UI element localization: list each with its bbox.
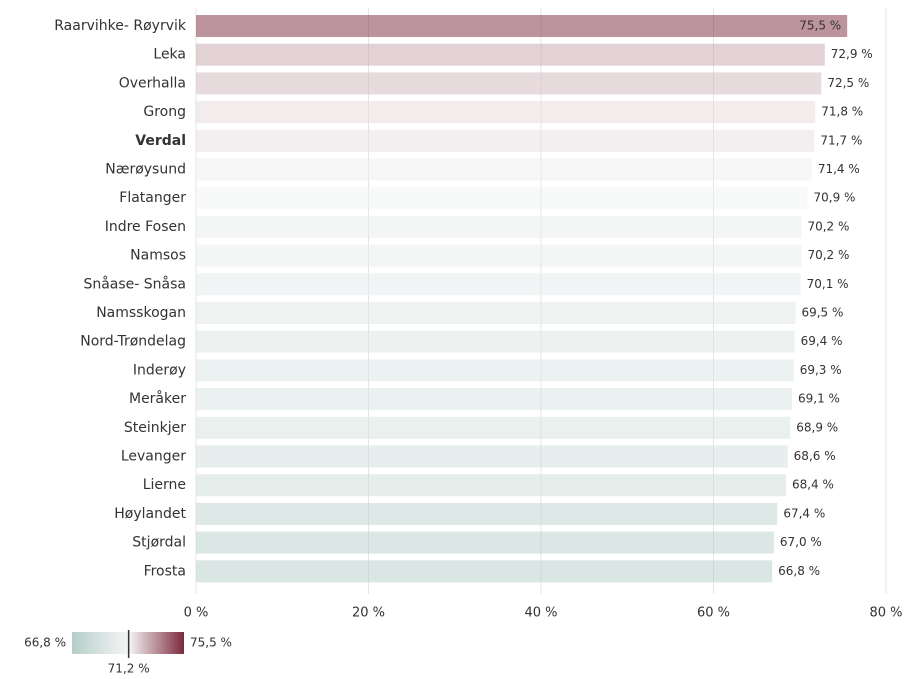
- category-label: Nærøysund: [105, 162, 186, 178]
- category-label: Leka: [153, 47, 186, 63]
- value-label: 71,4 %: [818, 162, 860, 176]
- value-label: 71,7 %: [820, 133, 862, 147]
- bar: [196, 101, 816, 124]
- bar: [196, 273, 801, 296]
- value-label: 70,2 %: [807, 248, 849, 262]
- x-tick-label: 0 %: [184, 606, 209, 621]
- value-label: 69,1 %: [798, 392, 840, 406]
- value-label: 70,1 %: [807, 277, 849, 291]
- bar: [196, 72, 822, 95]
- bar: [196, 388, 792, 411]
- category-label: Frosta: [144, 563, 186, 579]
- bar: [196, 129, 815, 152]
- bar: [196, 158, 812, 181]
- bar: [196, 187, 808, 210]
- category-label: Raarvihke- Røyrvik: [54, 18, 187, 34]
- bar: [196, 15, 848, 37]
- category-label: Inderøy: [133, 362, 186, 378]
- category-label: Grong: [143, 104, 186, 120]
- category-label: Namsskogan: [96, 305, 186, 321]
- value-label: 70,9 %: [814, 191, 856, 205]
- bar: [196, 302, 796, 324]
- x-tick-label: 20 %: [352, 606, 385, 621]
- bar: [196, 531, 774, 554]
- category-label: Steinkjer: [124, 420, 186, 436]
- category-label: Namsos: [130, 248, 186, 264]
- value-label: 69,3 %: [800, 363, 842, 377]
- category-label: Nord-Trøndelag: [80, 334, 186, 350]
- category-label: Meråker: [129, 390, 186, 407]
- value-label: 75,5 %: [799, 19, 841, 33]
- bar: [196, 43, 825, 66]
- category-label: Levanger: [121, 449, 186, 465]
- bar: [196, 416, 791, 439]
- category-label: Stjørdal: [132, 535, 186, 551]
- bar: [196, 359, 794, 382]
- x-tick-label: 40 %: [524, 606, 557, 621]
- value-label: 66,8 %: [778, 564, 820, 578]
- value-label: 72,9 %: [831, 47, 873, 61]
- legend-max-label: 75,5 %: [190, 636, 232, 650]
- bar: [196, 560, 773, 583]
- bar: [196, 330, 795, 353]
- value-label: 72,5 %: [827, 76, 869, 90]
- bar: [196, 215, 802, 238]
- category-label: Flatanger: [119, 190, 186, 206]
- legend-min-label: 66,8 %: [24, 636, 66, 650]
- bar: [196, 474, 786, 497]
- category-label: Snåase- Snåsa: [83, 275, 186, 292]
- value-label: 69,5 %: [801, 306, 843, 320]
- bar: [196, 502, 778, 525]
- value-label: 68,6 %: [794, 449, 836, 463]
- x-tick-label: 80 %: [869, 606, 902, 621]
- value-label: 69,4 %: [801, 334, 843, 348]
- bar: [196, 244, 802, 267]
- category-label: Høylandet: [114, 506, 186, 522]
- value-label: 71,8 %: [821, 105, 863, 119]
- value-label: 70,2 %: [807, 219, 849, 233]
- value-label: 67,4 %: [783, 506, 825, 520]
- value-label: 68,9 %: [796, 420, 838, 434]
- category-label: Indre Fosen: [105, 219, 186, 235]
- legend-mid-label: 71,2 %: [108, 662, 150, 676]
- category-label: Overhalla: [119, 75, 186, 91]
- bar: [196, 445, 788, 468]
- category-label: Verdal: [135, 133, 186, 149]
- category-label: Lierne: [143, 477, 186, 493]
- value-label: 68,4 %: [792, 478, 834, 492]
- x-tick-label: 60 %: [697, 606, 730, 621]
- value-label: 67,0 %: [780, 535, 822, 549]
